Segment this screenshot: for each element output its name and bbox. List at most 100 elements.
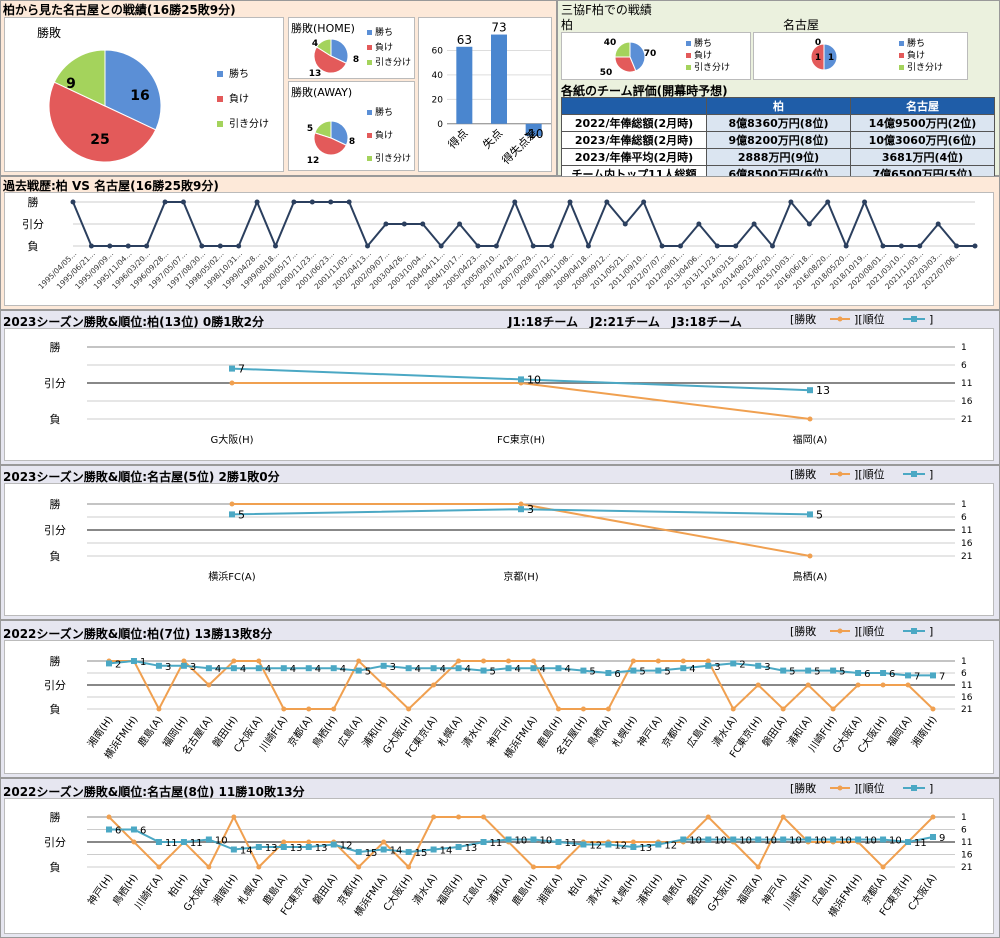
- y-tick-label: 20: [432, 95, 444, 105]
- result-label: 引分: [44, 678, 66, 692]
- s2023k-chart: 16111621勝引分負[勝敗][順位]71013G大阪(H)FC東京(H)福岡…: [44, 340, 973, 446]
- rank-value-label: 10: [527, 373, 541, 386]
- history-point: [88, 243, 94, 249]
- result-point: [231, 658, 237, 664]
- rank-point: [705, 662, 712, 669]
- rank-point: [155, 662, 162, 669]
- rank-value-label: 4: [240, 664, 246, 675]
- rank-value-label: 10: [839, 836, 852, 847]
- overall-pie-chart: 16 25 9: [48, 49, 162, 163]
- rank-point: [518, 376, 524, 383]
- legend-result-marker: [837, 471, 843, 477]
- result-point: [807, 416, 813, 422]
- legend-draw: 引き分け: [367, 56, 411, 71]
- rank-tick-label: 1: [961, 813, 967, 823]
- result-point: [755, 682, 761, 688]
- season-legend: [勝敗][順位]: [790, 781, 933, 795]
- result-point: [431, 682, 437, 688]
- result-point: [680, 658, 686, 664]
- result-point: [256, 864, 262, 870]
- history-point: [843, 243, 849, 249]
- result-point: [807, 553, 813, 559]
- rank-value-label: 12: [340, 841, 353, 852]
- history-point: [825, 199, 831, 205]
- pie-slice: [104, 49, 162, 131]
- mitsukyo-kashiwa-legend: 勝ち 負け 引き分け: [686, 38, 730, 74]
- history-point: [585, 243, 591, 249]
- result-point: [256, 658, 262, 664]
- rank-point: [807, 511, 813, 518]
- rank-tick-label: 1: [961, 500, 967, 510]
- pie-slice: [313, 132, 348, 156]
- history-point: [254, 199, 260, 205]
- legend-win: 勝ち: [367, 102, 411, 125]
- rank-value-label: 13: [816, 384, 830, 397]
- rank-value-label: 11: [914, 838, 927, 849]
- rank-point: [355, 667, 362, 674]
- legend-result-text: [勝敗: [790, 624, 816, 638]
- legend-rank-text: ][順位: [854, 624, 885, 638]
- pie-value-label: 1: [815, 53, 821, 63]
- rank-point: [630, 844, 637, 850]
- season-legend: [勝敗][順位]: [790, 312, 933, 326]
- y-label: 勝: [28, 195, 39, 209]
- rank-value-label: 15: [365, 848, 378, 859]
- result-point: [930, 706, 936, 712]
- legend-result-marker: [837, 316, 843, 322]
- rank-point: [305, 665, 312, 672]
- rank-point: [605, 841, 612, 848]
- rank-tick-label: 6: [961, 669, 967, 679]
- home-pie-chart: 8 13 4: [309, 38, 359, 78]
- rank-tick-label: 16: [961, 539, 973, 549]
- rank-point: [405, 849, 412, 855]
- history-point: [512, 199, 518, 205]
- rank-value-label: 3: [714, 662, 720, 673]
- rank-value-label: 4: [515, 664, 521, 675]
- rank-point: [355, 849, 362, 855]
- table-row: 2022/年俸総額(2月時) 8億8360万円(8位) 14億9500万円(2位): [561, 114, 995, 132]
- pie-slice: [330, 38, 349, 64]
- evaluation-header-kashiwa: 柏: [706, 97, 851, 115]
- result-point: [780, 814, 786, 820]
- evaluation-header-nagoya: 名古屋: [850, 97, 995, 115]
- result-point: [381, 682, 387, 688]
- mitsukyo-nagoya-legend: 勝ち 負け 引き分け: [899, 38, 943, 74]
- rank-tick-label: 11: [961, 681, 972, 691]
- rank-value-label: 4: [564, 664, 570, 675]
- pie-slice: [330, 120, 349, 146]
- result-point: [231, 814, 237, 820]
- rank-point: [130, 658, 137, 664]
- rank-point: [380, 662, 387, 669]
- rank-value-label: 5: [816, 508, 823, 521]
- result-point: [830, 706, 836, 712]
- result-label: 勝: [50, 497, 61, 511]
- result-point: [730, 706, 736, 712]
- rank-point: [880, 670, 887, 676]
- x-tick-label: 得失点差: [499, 126, 540, 167]
- rank-tick-label: 11: [961, 379, 972, 389]
- rank-point: [229, 511, 235, 518]
- result-point: [356, 658, 362, 664]
- rank-point: [730, 660, 737, 667]
- result-point: [431, 814, 437, 820]
- rank-value-label: 3: [165, 662, 171, 673]
- bar: [525, 123, 542, 136]
- history-point: [898, 243, 904, 249]
- rank-point: [855, 836, 862, 843]
- rank-value-label: 6: [140, 826, 146, 837]
- history-point: [144, 243, 150, 249]
- bar-value-label: -10: [524, 127, 544, 141]
- rank-value-label: 13: [315, 843, 328, 854]
- legend-result-text: [勝敗: [790, 781, 816, 795]
- history-title: 過去戦歴:柏 VS 名古屋(16勝25敗9分): [3, 179, 219, 193]
- rank-point: [530, 665, 537, 672]
- pie-value-label: 16: [130, 88, 149, 104]
- pie-slice: [614, 41, 631, 58]
- pie-slice: [53, 49, 106, 107]
- rank-value-label: 4: [340, 664, 346, 675]
- rank-point: [905, 839, 912, 845]
- rank-value-label: 2: [739, 659, 745, 670]
- rank-value-label: 4: [539, 664, 545, 675]
- pie-value-label: 4: [312, 39, 318, 49]
- rank-point: [106, 826, 112, 833]
